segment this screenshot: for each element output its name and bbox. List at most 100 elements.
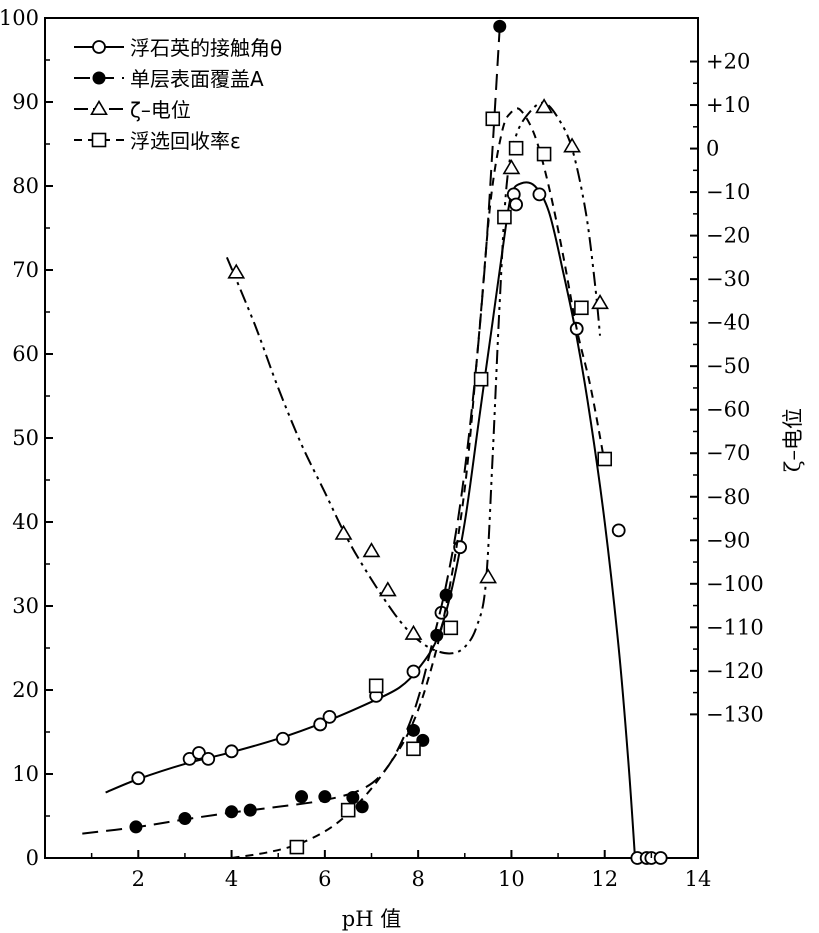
series-1-point: [313, 717, 328, 732]
series-4-point: [368, 678, 384, 694]
y2-tick-label: −110: [706, 615, 764, 639]
series-3-point: [227, 263, 246, 279]
y2-tick-label: +10: [706, 93, 750, 117]
y-tick-label: 70: [12, 258, 39, 282]
y2-tick-label: −40: [706, 311, 750, 335]
series-4-point: [508, 140, 524, 156]
legend-label: 浮选回收率ε: [130, 129, 241, 153]
series-3-line: [225, 101, 601, 655]
series-3-point: [378, 581, 397, 597]
series-1-point: [611, 523, 626, 538]
series-4-point: [406, 741, 421, 757]
y-tick-label: 20: [12, 678, 39, 702]
series-1-point: [275, 731, 290, 746]
series-2-point: [129, 820, 143, 834]
series-3-point: [362, 542, 381, 558]
x-tick-label: 14: [685, 867, 712, 891]
series-3-point: [591, 293, 609, 310]
series-1-point: [532, 187, 547, 202]
series-1-line: [105, 181, 636, 859]
legend-marker: [92, 40, 106, 54]
y2-tick-label: −100: [706, 572, 764, 596]
y2-tick-label: −20: [706, 224, 750, 248]
x-axis-title: pH 值: [342, 907, 401, 931]
series-4-point: [574, 300, 589, 316]
series-2-point: [318, 790, 332, 804]
legend-marker: [91, 132, 107, 148]
y-tick-label: 90: [12, 90, 39, 114]
y2-tick-label: −30: [706, 267, 750, 291]
series-3-point: [502, 159, 521, 175]
y-tick-label: 0: [26, 846, 39, 870]
series-3-point: [404, 624, 423, 640]
series-1-point: [224, 744, 239, 759]
x-tick-label: 4: [225, 867, 238, 891]
legend-marker: [92, 71, 106, 85]
series-3-point: [334, 524, 353, 540]
y-tick-label: 100: [0, 6, 39, 30]
series-2-point: [439, 588, 453, 602]
y-tick-label: 50: [12, 426, 39, 450]
y2-tick-label: −10: [706, 180, 750, 204]
legend-item-2: 单层表面覆盖A: [74, 67, 264, 91]
series-1-point: [131, 771, 146, 786]
x-tick-label: 2: [132, 867, 145, 891]
y2-tick-label: −120: [706, 659, 764, 683]
series-3-point: [563, 137, 581, 153]
legend-label: ζ–电位: [130, 98, 191, 122]
series-layer: [82, 19, 668, 865]
series-2-point: [178, 812, 192, 826]
series-2-point: [406, 723, 420, 737]
y2-tick-label: −60: [706, 398, 750, 422]
series-2-point: [295, 790, 309, 804]
series-2-point: [225, 805, 239, 819]
legend-marker: [90, 99, 108, 116]
y-tick-label: 40: [12, 510, 39, 534]
series-1-point: [201, 751, 216, 766]
series-2-point: [243, 803, 257, 817]
series-4-point: [473, 371, 489, 387]
y2-tick-label: −50: [706, 354, 750, 378]
axes-layer: 2 4 6 8 10 12 14 0 10 20 30 40 50 60 70 80 90 100 +20 +10 0 −…: [0, 6, 764, 891]
series-1: [105, 181, 668, 865]
series-3-point: [479, 568, 498, 584]
y2-tick-label: −70: [706, 441, 750, 465]
x-tick-label: 8: [411, 867, 424, 891]
y2-tick-label: 0: [706, 137, 719, 161]
series-1-point: [653, 851, 668, 865]
x-tick-label: 10: [498, 867, 525, 891]
y-tick-label: 80: [12, 174, 39, 198]
series-4-point: [289, 839, 305, 855]
series-4-point: [597, 451, 613, 467]
y-tick-label: 10: [12, 762, 39, 786]
series-3-point: [535, 98, 553, 114]
series-1-point: [509, 197, 523, 212]
y2-tick-label: +20: [706, 50, 750, 74]
y2-tick-label: −90: [706, 528, 750, 552]
series-3: [225, 98, 609, 655]
series-4-point: [485, 111, 501, 127]
series-4-point: [536, 146, 552, 162]
legend-label: 单层表面覆盖A: [130, 67, 264, 91]
right-axis-title: ζ–电位: [781, 408, 805, 472]
series-4-point: [497, 209, 512, 225]
x-tick-label: 12: [591, 867, 618, 891]
series-1-point: [406, 664, 421, 679]
legend-item-4: 浮选回收率ε: [74, 129, 241, 153]
legend-item-1: 浮石英的接触角θ: [74, 36, 282, 60]
x-tick-label: 6: [318, 867, 331, 891]
y2-tick-label: −80: [706, 485, 750, 509]
series-1-point: [322, 709, 337, 724]
series-4-point: [443, 620, 459, 636]
series-2-point: [493, 19, 507, 33]
series-4: [231, 107, 613, 859]
legend-item-3: ζ–电位: [74, 98, 191, 122]
series-2-point: [430, 628, 444, 642]
legend-label: 浮石英的接触角θ: [130, 36, 282, 60]
y-tick-label: 60: [12, 342, 39, 366]
series-4-point: [340, 802, 356, 818]
y-tick-label: 30: [12, 594, 39, 618]
y2-tick-label: −130: [706, 702, 764, 726]
